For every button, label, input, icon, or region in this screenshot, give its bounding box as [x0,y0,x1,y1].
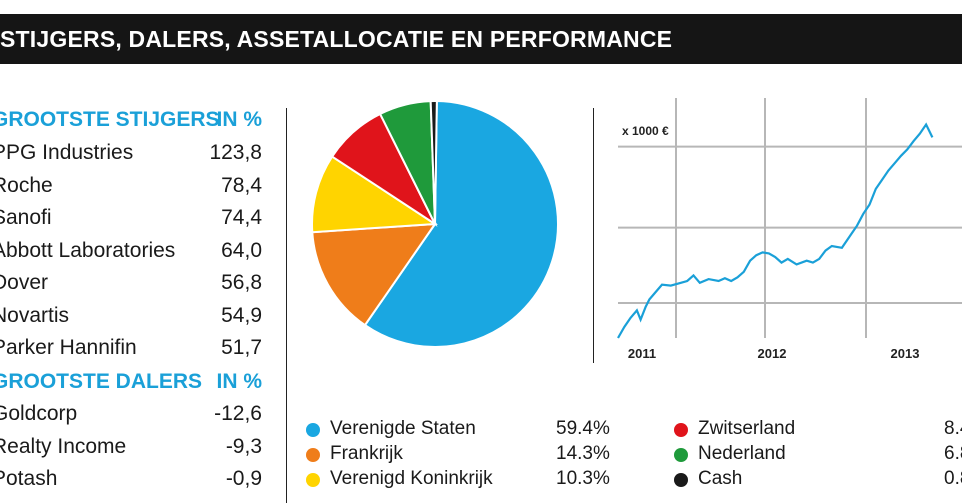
allocation-legend: Verenigde Staten 59.4% Frankrijk 14.3% Veren… [300,418,962,503]
performance-line-chart: x 1000 € 2011 2012 2013 [617,98,962,361]
pie-slice-cash [429,100,438,225]
gainer-name: Dover [0,271,49,294]
gainer-value: 56,8 [221,271,262,294]
loser-name: Realty Income [0,434,127,458]
loser-row: Potash -0,9 [0,467,270,499]
gainer-row: PPG Industries 123,8 [0,141,270,173]
divider-right [593,108,594,363]
line-unit-label: x 1000 € [622,124,669,138]
legend-swatch-icon [306,423,320,437]
gainer-row: Sanofi 74,4 [0,206,270,238]
page-title: STIJGERS, DALERS, ASSETALLOCATIE EN PERF… [0,26,673,52]
legend-percent: 0.8% [944,468,962,489]
legend-label: Nederland [698,443,786,464]
gainer-value: 51,7 [221,336,262,359]
legend-percent: 8.4% [944,418,962,439]
gainer-value: 54,9 [221,303,262,327]
gainers-heading: GROOTSTE STIJGERS [0,108,220,131]
gainer-row: Parker Hannifin 51,7 [0,336,270,368]
divider-left [286,108,287,503]
loser-value: -9,3 [225,434,262,458]
loser-row: Realty Income -9,3 [0,435,270,467]
legend-label: Frankrijk [330,443,403,464]
gainer-value: 64,0 [221,238,262,262]
losers-unit: IN % [216,370,262,393]
legend-label: Verenigd Koninkrijk [330,468,493,489]
loser-value: -12,6 [214,402,262,425]
gainer-row: Dover 56,8 [0,271,270,303]
performance-series-line [617,122,934,339]
legend-percent: 59.4% [556,418,610,439]
x-tick-label: 2012 [758,346,787,361]
loser-row: Goldcorp -12,6 [0,402,270,434]
pie-slice-frankrijk [311,222,438,327]
gainer-value: 123,8 [209,141,262,164]
legend-swatch-icon [674,473,688,487]
gainer-name: Roche [0,173,53,197]
legend-swatch-icon [306,448,320,462]
legend-label: Zwitserland [698,418,796,439]
gainer-row: Novartis 54,9 [0,304,270,336]
losers-heading-row: GROOTSTE DALERS IN % [0,370,270,402]
legend-swatch-icon [674,448,688,462]
gainer-name: Novartis [0,303,70,327]
legend-swatch-icon [674,423,688,437]
gainer-row: Roche 78,4 [0,174,270,206]
gainer-name: Sanofi [0,206,52,229]
gainer-row: Abbott Laboratories 64,0 [0,239,270,271]
pie-slice-verenigde-staten [363,99,559,348]
legend-label: Cash [698,468,743,489]
legend-percent: 10.3% [556,468,610,489]
gainer-value: 78,4 [221,173,262,197]
legend-swatch-icon [306,473,320,487]
allocation-pie-chart [311,99,559,348]
gainer-value: 74,4 [221,206,262,229]
gainer-name: PPG Industries [0,141,134,164]
gainer-name: Abbott Laboratories [0,238,176,262]
movers-panel: GROOTSTE STIJGERS IN % PPG Industries 123… [0,0,280,503]
x-tick-label: 2011 [628,346,656,361]
header-bar: STIJGERS, DALERS, ASSETALLOCATIE EN PERF… [0,14,962,64]
gainer-name: Parker Hannifin [0,336,137,359]
loser-name: Goldcorp [0,402,78,425]
loser-name: Potash [0,467,58,490]
pie-slice-verenigd-koninkrijk [311,155,439,234]
loser-value: -0,9 [225,467,262,490]
x-tick-label: 2013 [891,346,920,361]
gainers-heading-row: GROOTSTE STIJGERS IN % [0,108,270,140]
gainers-unit: IN % [216,108,262,131]
legend-percent: 14.3% [556,443,610,464]
legend-percent: 6.8% [944,443,962,464]
losers-heading: GROOTSTE DALERS [0,370,203,393]
legend-label: Verenigde Staten [330,418,476,439]
